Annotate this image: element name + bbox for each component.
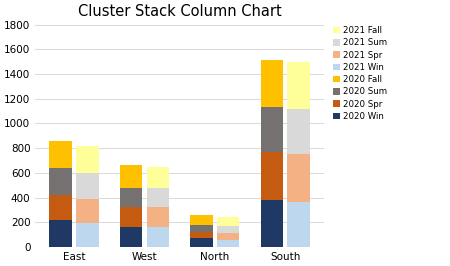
Bar	[120, 207, 142, 227]
Bar	[261, 107, 283, 152]
Bar	[261, 152, 283, 200]
Bar	[76, 200, 99, 223]
Bar	[217, 217, 239, 226]
Bar	[190, 238, 213, 247]
Bar	[147, 227, 169, 247]
Bar	[50, 195, 72, 220]
Bar	[76, 223, 99, 247]
Bar	[288, 109, 310, 154]
Bar	[288, 61, 310, 109]
Bar	[120, 188, 142, 207]
Bar	[190, 215, 213, 225]
Bar	[190, 225, 213, 232]
Bar	[288, 154, 310, 202]
Bar	[50, 220, 72, 247]
Bar	[50, 168, 72, 195]
Bar	[217, 226, 239, 233]
Bar	[190, 232, 213, 238]
Title: Cluster Stack Column Chart: Cluster Stack Column Chart	[78, 4, 282, 19]
Bar	[217, 233, 239, 240]
Bar	[147, 207, 169, 227]
Bar	[147, 188, 169, 207]
Legend: 2021 Fall, 2021 Sum, 2021 Spr, 2021 Win, 2020 Fall, 2020 Sum, 2020 Spr, 2020 Win: 2021 Fall, 2021 Sum, 2021 Spr, 2021 Win,…	[331, 24, 389, 123]
Bar	[50, 141, 72, 168]
Bar	[288, 202, 310, 247]
Bar	[261, 60, 283, 107]
Bar	[76, 173, 99, 200]
Bar	[76, 146, 99, 173]
Bar	[120, 227, 142, 247]
Bar	[120, 165, 142, 188]
Bar	[261, 200, 283, 247]
Bar	[147, 167, 169, 188]
Bar	[217, 240, 239, 247]
